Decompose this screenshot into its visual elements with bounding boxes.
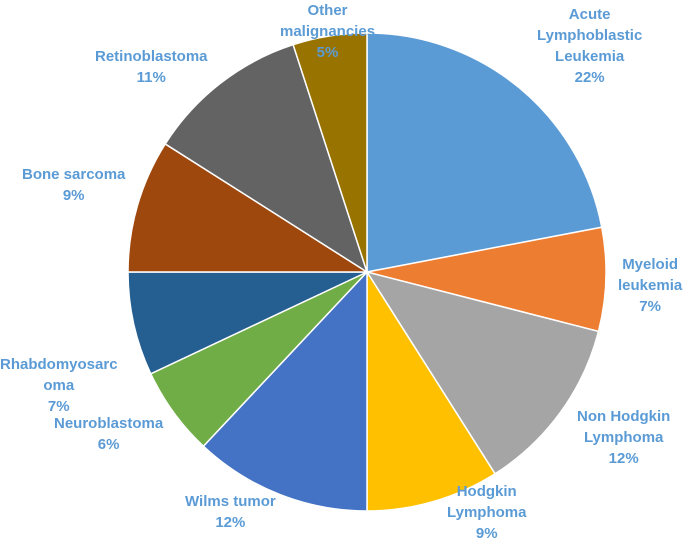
slice-name: Neuroblastoma [54,415,164,432]
slice-name: Hodgkin [456,483,517,500]
slice-name: Rhabdomyosarc [0,356,118,373]
slice-percent: 5% [316,44,339,61]
slice-label: Hodgkin Lymphoma 9% [447,481,526,544]
slice-label: Other malignancies 5% [280,0,375,63]
slice-name: Acute [568,6,611,23]
slice-name: Bone sarcoma [22,166,126,183]
pie-slice [292,32,368,273]
slice-name: Retinoblastoma [95,48,208,65]
slice-name: Leukemia [555,48,625,65]
pie-slice [202,270,368,512]
slice-percent: 12% [215,514,246,531]
slice-percent: 9% [475,525,498,542]
slice-name: leukemia [618,277,683,294]
slice-name: Lymphoma [447,504,527,521]
slice-percent: 7% [47,398,70,415]
slice-percent: 6% [97,436,120,453]
slice-name: Wilms tumor [185,493,276,510]
slice-percent: 12% [608,450,639,467]
slice-name: malignancies [280,23,376,40]
slice-name: Non Hodgkin [577,408,671,425]
slice-label: Non Hodgkin Lymphoma 12% [577,406,670,469]
slice-percent: 11% [136,69,166,86]
slice-name: Other [307,2,348,19]
slice-label: Bone sarcoma 9% [22,164,125,206]
slice-percent: 22% [574,69,605,86]
slice-name: Lymphoblastic [537,27,643,44]
pie-slice [127,271,368,375]
slice-percent: 9% [62,187,85,204]
slice-label: Myeloid leukemia 7% [618,254,682,317]
slice-label: Acute Lymphoblastic Leukemia 22% [537,4,642,88]
slice-label: Retinoblastoma 11% [95,46,208,88]
slice-label: Neuroblastoma 6% [54,413,163,455]
slice-name: Lymphoma [583,429,664,446]
slice-label: Rhabdomyosarc oma 7% [0,354,118,417]
pie-slice [164,43,369,274]
pie-slice [366,269,497,512]
pie-slice [366,226,607,333]
pie-slice [365,270,600,475]
pie-slice [366,32,603,273]
slice-name: Myeloid [622,256,679,273]
slice-name: oma [43,377,75,394]
slice-percent: 7% [639,298,661,315]
pie-slice [127,142,370,273]
slice-label: Wilms tumor 12% [185,491,276,533]
